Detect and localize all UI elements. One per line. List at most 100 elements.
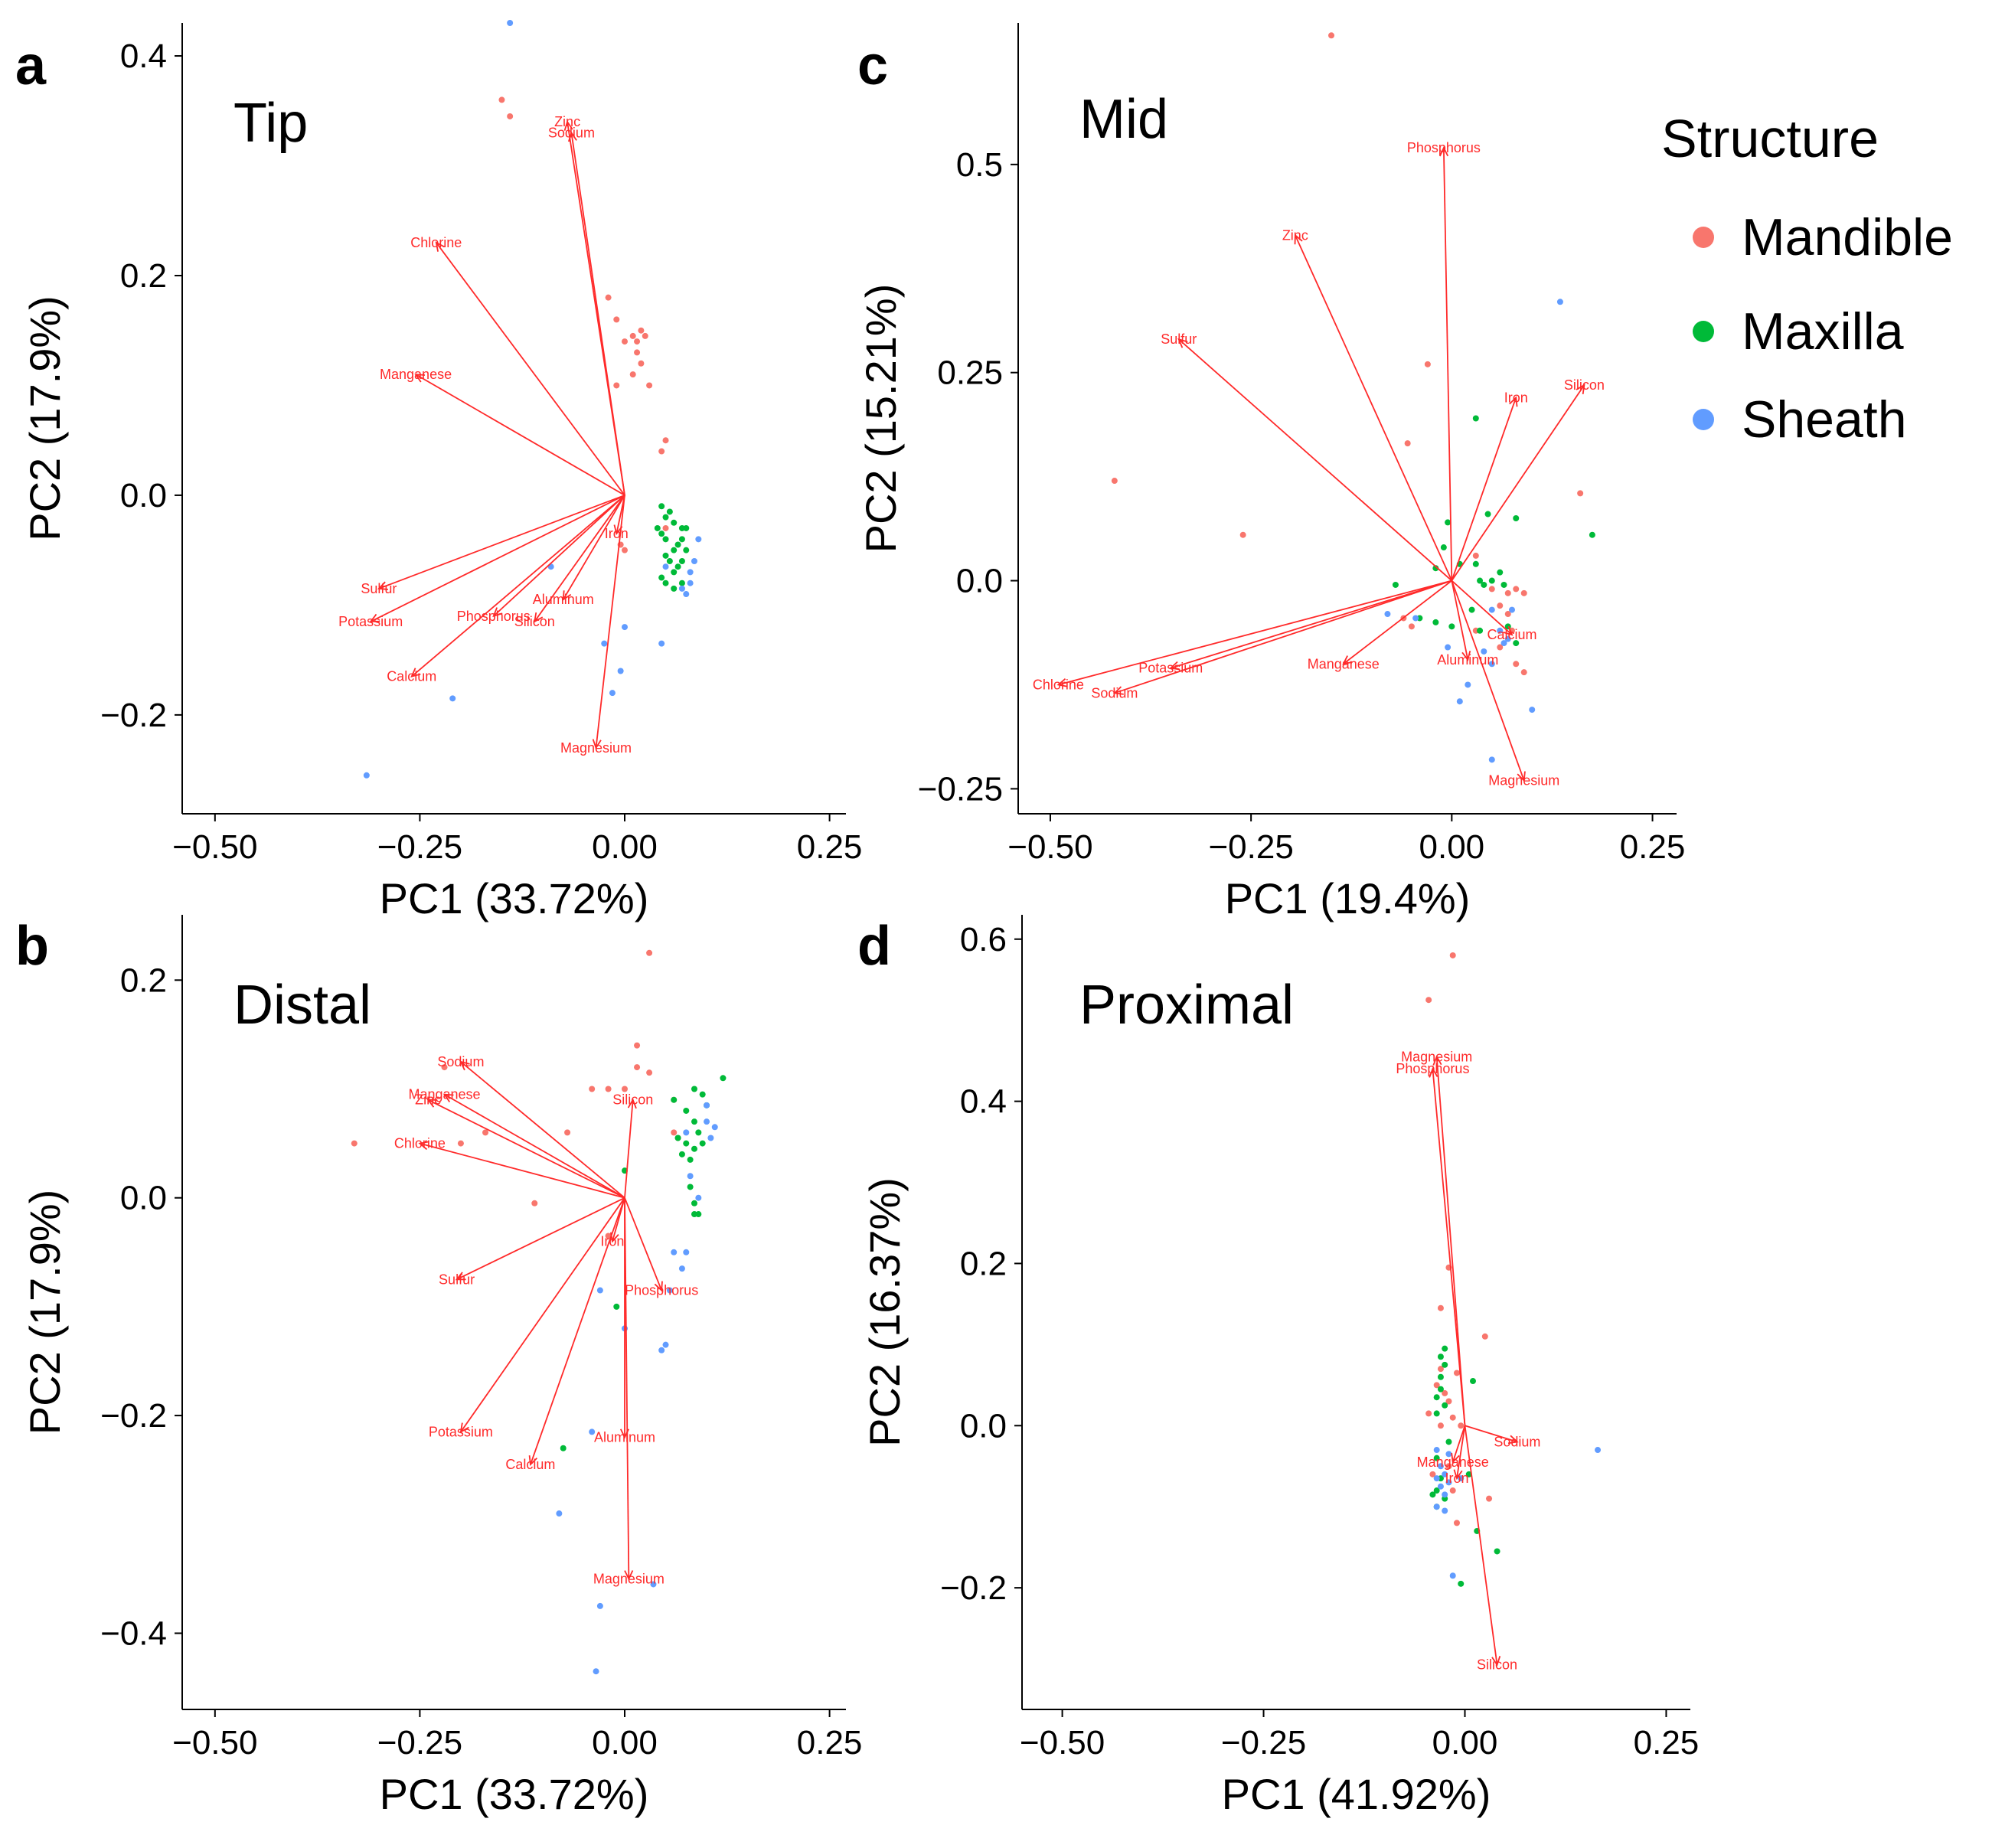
point-mandible bbox=[634, 1042, 641, 1049]
point-maxilla bbox=[658, 574, 665, 581]
point-sheath bbox=[1433, 1504, 1440, 1510]
x-tick-label: −0.25 bbox=[377, 1724, 462, 1761]
loading-arrow-phosphorus bbox=[1442, 148, 1453, 581]
loading-arrow-manganese bbox=[1343, 580, 1452, 664]
point-maxilla bbox=[687, 1156, 694, 1163]
point-maxilla bbox=[1513, 514, 1520, 521]
loading-arrow-aluminum bbox=[1451, 580, 1469, 661]
point-maxilla bbox=[1465, 1471, 1472, 1477]
loading-arrowhead-potassium bbox=[459, 1422, 469, 1434]
point-mandible bbox=[1504, 611, 1511, 618]
point-maxilla bbox=[720, 1075, 727, 1082]
point-mandible bbox=[1458, 1422, 1465, 1429]
loading-arrow-silicon bbox=[1451, 384, 1585, 582]
point-sheath bbox=[617, 668, 624, 674]
point-mandible bbox=[662, 437, 669, 444]
point-mandible bbox=[1239, 531, 1246, 538]
loading-label-silicon: Silicon bbox=[612, 1092, 653, 1108]
x-axis-title: PC1 (33.72%) bbox=[380, 1770, 649, 1818]
loading-label-potassium: Potassium bbox=[1138, 661, 1203, 676]
point-sheath bbox=[662, 1341, 669, 1348]
point-sheath bbox=[658, 640, 665, 647]
point-maxilla bbox=[683, 547, 690, 553]
point-mandible bbox=[1453, 1370, 1460, 1376]
loading-arrow-silicon bbox=[624, 1099, 634, 1198]
point-sheath bbox=[1384, 611, 1391, 618]
point-mandible bbox=[482, 1129, 489, 1136]
point-mandible bbox=[658, 448, 665, 455]
point-sheath bbox=[683, 1129, 690, 1136]
panel-title: Distal bbox=[233, 975, 371, 1036]
loading-label-potassium: Potassium bbox=[338, 614, 403, 629]
panel-b-distal: −0.50 −0.25 0.00 0.25 −0.4 −0.2 0.0 0.2 PC1 (33.… bbox=[15, 915, 862, 1818]
point-mandible bbox=[1425, 997, 1432, 1004]
loading-label-silicon: Silicon bbox=[514, 614, 555, 629]
loading-arrow-iron bbox=[1451, 397, 1517, 581]
loading-label-phosphorus: Phosphorus bbox=[457, 609, 531, 624]
point-mandible bbox=[1404, 440, 1411, 447]
loading-label-manganese: Manganese bbox=[1308, 656, 1380, 671]
loading-label-iron: Iron bbox=[600, 1234, 624, 1249]
point-sheath bbox=[449, 695, 456, 702]
point-mandible bbox=[642, 332, 648, 339]
loading-arrow-magnesium bbox=[595, 495, 625, 749]
loading-arrowhead-chlorine bbox=[418, 1141, 429, 1151]
loading-arrowhead-magnesium bbox=[592, 739, 602, 749]
loading-arrowhead-manganese bbox=[1451, 1452, 1460, 1464]
point-mandible bbox=[1437, 1304, 1444, 1311]
point-mandible bbox=[629, 332, 636, 339]
point-mandible bbox=[634, 1064, 641, 1071]
loading-label-manganese: Manganese bbox=[1417, 1455, 1489, 1470]
point-maxilla bbox=[1433, 1455, 1440, 1461]
loading-arrowhead-calcium bbox=[410, 668, 421, 678]
point-sheath bbox=[704, 1118, 710, 1125]
loading-arrowhead-sulfur bbox=[455, 1272, 466, 1281]
loading-label-calcium: Calcium bbox=[387, 669, 436, 684]
point-mandible bbox=[646, 1069, 653, 1076]
point-mandible bbox=[1449, 1414, 1456, 1421]
point-sheath bbox=[695, 1194, 702, 1201]
x-tick-label: −0.50 bbox=[1007, 828, 1092, 866]
legend-label-mandible: Mandible bbox=[1742, 208, 1953, 266]
panel-letter: d bbox=[857, 916, 891, 977]
point-sheath bbox=[1458, 1475, 1465, 1482]
y-axis-title: PC2 (17.9%) bbox=[21, 295, 69, 541]
x-tick-label: 0.25 bbox=[1620, 828, 1686, 866]
point-sheath bbox=[1595, 1447, 1602, 1454]
point-maxilla bbox=[1433, 1487, 1440, 1494]
point-mandible bbox=[1577, 490, 1584, 497]
point-sheath bbox=[711, 1124, 718, 1131]
point-mandible bbox=[1497, 644, 1504, 651]
y-tick-label: 0.2 bbox=[120, 257, 167, 295]
loading-arrowhead-chlorine bbox=[1056, 677, 1068, 687]
point-sheath bbox=[1529, 707, 1536, 713]
point-mandible bbox=[498, 96, 505, 103]
point-mandible bbox=[351, 1140, 358, 1147]
loading-label-aluminum: Aluminum bbox=[1437, 652, 1498, 668]
y-tick-label: −0.4 bbox=[100, 1615, 167, 1652]
legend-key-sheath bbox=[1693, 409, 1714, 430]
point-sheath bbox=[683, 591, 690, 598]
loading-arrowhead-manganese bbox=[414, 374, 426, 383]
point-sheath bbox=[1445, 644, 1452, 651]
loading-arrowhead-aluminum bbox=[562, 590, 572, 602]
point-mandible bbox=[638, 327, 645, 334]
point-maxilla bbox=[699, 1140, 706, 1147]
point-sheath bbox=[658, 1347, 665, 1353]
point-mandible bbox=[1520, 669, 1527, 676]
point-sheath bbox=[1481, 648, 1487, 655]
point-maxilla bbox=[1445, 1438, 1452, 1445]
panel-letter: b bbox=[15, 916, 49, 977]
point-maxilla bbox=[683, 1107, 690, 1114]
panel-title: Tip bbox=[233, 93, 308, 154]
point-maxilla bbox=[666, 558, 673, 565]
point-sheath bbox=[593, 1668, 599, 1675]
loading-label-silicon: Silicon bbox=[1564, 377, 1605, 393]
point-maxilla bbox=[666, 508, 673, 515]
point-sheath bbox=[1442, 1507, 1448, 1514]
point-maxilla bbox=[1484, 511, 1491, 518]
x-axis-title: PC1 (41.92%) bbox=[1222, 1770, 1491, 1818]
loading-arrow-sodium bbox=[1114, 580, 1452, 694]
x-tick-label: −0.50 bbox=[172, 1724, 257, 1761]
